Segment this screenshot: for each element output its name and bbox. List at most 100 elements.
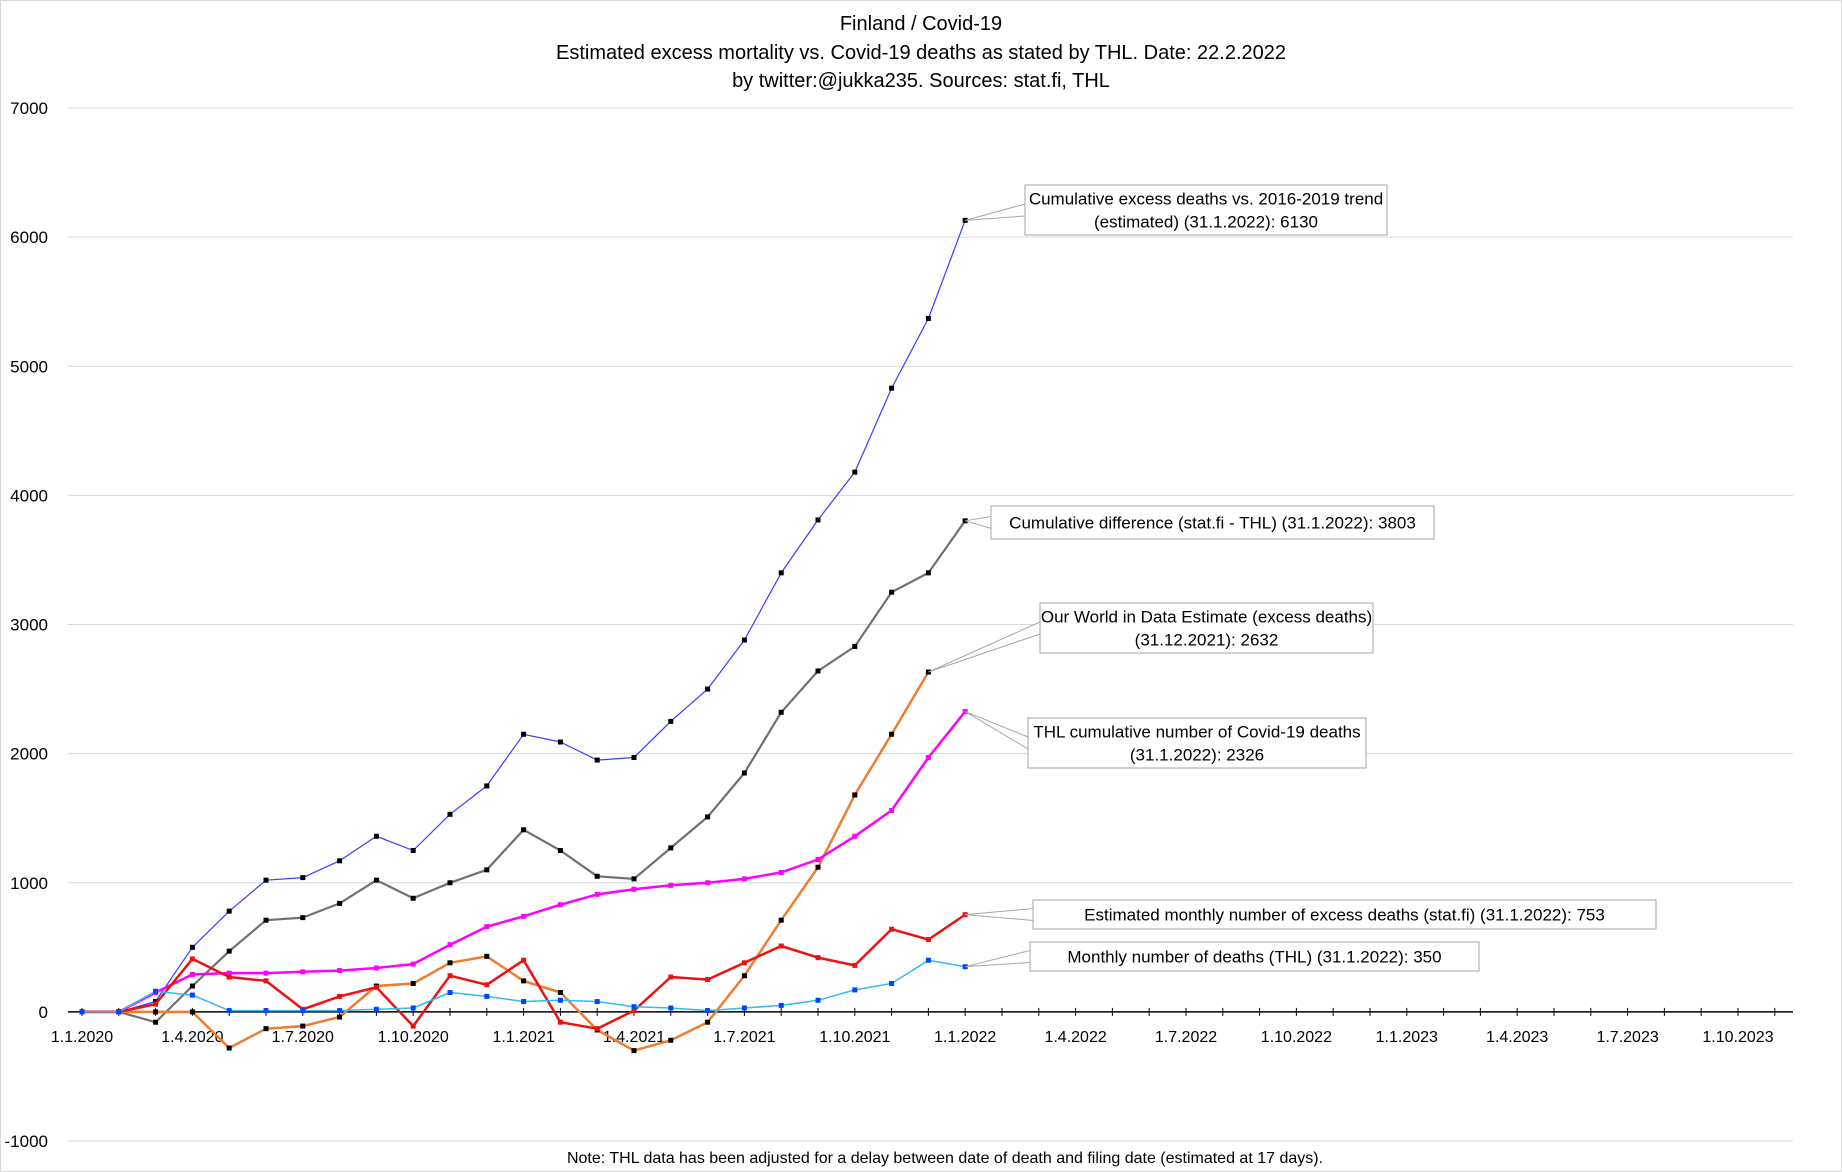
- data-point: [189, 992, 195, 998]
- data-point: [852, 987, 858, 993]
- data-point: [521, 999, 527, 1005]
- data-point: [557, 847, 563, 853]
- data-point: [631, 1004, 637, 1010]
- data-point: [153, 999, 159, 1005]
- data-point: [815, 517, 821, 523]
- chart-credit: by twitter:@jukka235. Sources: stat.fi, …: [732, 70, 1110, 92]
- data-point: [337, 1008, 343, 1014]
- series-lines: [79, 217, 968, 1054]
- data-point: [521, 731, 527, 737]
- annotation-3: Our World in Data Estimate (excess death…: [928, 602, 1374, 673]
- data-point: [705, 814, 711, 820]
- data-point: [116, 1009, 122, 1015]
- data-point: [631, 886, 637, 892]
- data-point: [521, 827, 527, 833]
- series-2: [79, 518, 968, 1025]
- data-point: [889, 731, 895, 737]
- data-point: [300, 1023, 306, 1029]
- data-point: [778, 1002, 784, 1008]
- data-point: [778, 869, 784, 875]
- annotation-box: [1024, 184, 1388, 236]
- data-point: [521, 957, 527, 963]
- annotation-box: [1032, 899, 1657, 930]
- data-point: [889, 385, 895, 391]
- data-point: [153, 1009, 159, 1015]
- data-point: [337, 993, 343, 999]
- x-tick-label: 1.1.2023: [1376, 1029, 1438, 1046]
- data-point: [373, 1006, 379, 1012]
- annotation-2: Cumulative difference (stat.fi - THL) (3…: [965, 505, 1435, 540]
- x-axis: 1.1.2020 1.4.2020 1.7.2020 1.10.2020 1.1.202…: [51, 1007, 1793, 1046]
- data-point: [447, 811, 453, 817]
- data-point: [594, 873, 600, 879]
- data-point: [741, 1005, 747, 1011]
- annotation-box: [990, 505, 1435, 540]
- data-point: [484, 867, 490, 873]
- data-point: [668, 845, 674, 851]
- data-point: [447, 942, 453, 948]
- series-3: [79, 669, 931, 1054]
- data-point: [852, 469, 858, 475]
- data-point: [410, 1023, 416, 1029]
- annotation-text: Our World in Data Estimate (excess death…: [1041, 608, 1372, 627]
- data-point: [668, 882, 674, 888]
- data-point: [447, 990, 453, 996]
- data-point: [373, 877, 379, 883]
- data-point: [594, 1026, 600, 1032]
- annotations: Cumulative excess deaths vs. 2016-2019 t…: [928, 184, 1657, 972]
- data-point: [521, 978, 527, 984]
- x-tick-label: 1.1.2021: [492, 1029, 554, 1046]
- data-point: [263, 877, 269, 883]
- data-point: [226, 908, 232, 914]
- data-point: [484, 924, 490, 930]
- data-point: [852, 833, 858, 839]
- data-point: [778, 917, 784, 923]
- data-point: [741, 876, 747, 882]
- data-point: [410, 1005, 416, 1011]
- data-point: [263, 1026, 269, 1032]
- annotation-box: [1039, 602, 1374, 654]
- data-point: [300, 1008, 306, 1014]
- y-tick-label: 3000: [10, 616, 48, 635]
- data-point: [226, 970, 232, 976]
- data-point: [705, 977, 711, 983]
- x-tick-label: 1.10.2021: [819, 1029, 890, 1046]
- annotation-1: Cumulative excess deaths vs. 2016-2019 t…: [965, 184, 1388, 236]
- data-point: [741, 960, 747, 966]
- y-tick-label: 4000: [10, 486, 48, 505]
- data-point: [153, 988, 159, 994]
- y-tick-label: 7000: [10, 99, 48, 118]
- data-point: [484, 953, 490, 959]
- data-point: [925, 957, 931, 963]
- x-tick-label: 1.10.2020: [378, 1029, 449, 1046]
- data-point: [815, 955, 821, 961]
- data-point: [852, 962, 858, 968]
- annotation-4: THL cumulative number of Covid-19 deaths…: [964, 711, 1367, 769]
- data-point: [815, 668, 821, 674]
- data-point: [815, 864, 821, 870]
- chart-title: Finland / Covid-19: [840, 13, 1002, 35]
- data-point: [226, 974, 232, 980]
- y-tick-label: 1000: [10, 874, 48, 893]
- data-point: [79, 1009, 85, 1015]
- data-point: [557, 739, 563, 745]
- data-point: [925, 937, 931, 943]
- data-point: [373, 833, 379, 839]
- data-point: [557, 1019, 563, 1025]
- annotation-text: (31.1.2022): 2326: [1130, 746, 1264, 765]
- data-point: [631, 1008, 637, 1014]
- data-point: [668, 718, 674, 724]
- data-point: [889, 926, 895, 932]
- annotation-text: Cumulative excess deaths vs. 2016-2019 t…: [1029, 190, 1383, 209]
- data-point: [631, 754, 637, 760]
- x-tick-label: 1.7.2020: [272, 1029, 334, 1046]
- data-point: [889, 589, 895, 595]
- chart-note: Note: THL data has been adjusted for a d…: [567, 1150, 1323, 1167]
- x-tick-label: 1.4.2022: [1044, 1029, 1106, 1046]
- data-point: [521, 913, 527, 919]
- data-point: [410, 980, 416, 986]
- data-point: [594, 891, 600, 897]
- data-point: [668, 1037, 674, 1043]
- data-point: [741, 973, 747, 979]
